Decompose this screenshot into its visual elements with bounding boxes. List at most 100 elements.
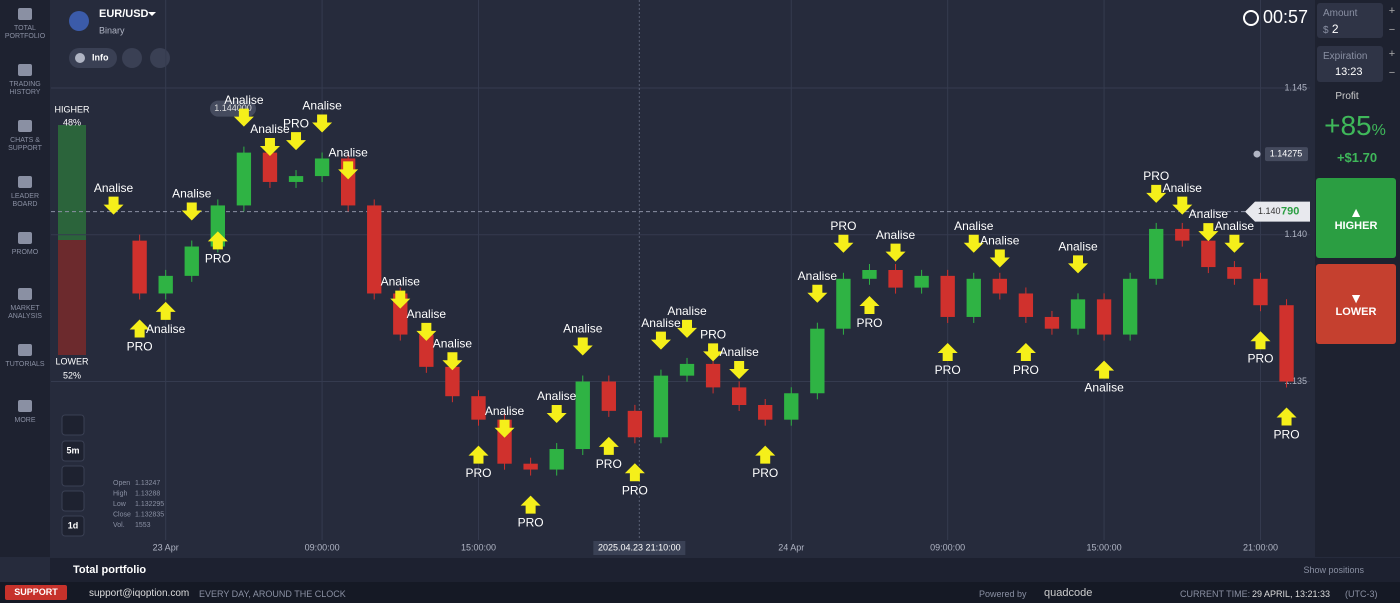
x-tick-label: 09:00:00 — [930, 542, 965, 552]
signal-label: PRO — [700, 328, 726, 342]
amount-plus[interactable]: + — [1388, 5, 1396, 17]
y-tick-label: 1.145 — [1284, 82, 1307, 92]
lower-label[interactable]: LOWER — [1335, 306, 1377, 318]
sidebar-item[interactable]: LEADER BOARD — [0, 176, 50, 209]
sidebar-item[interactable]: TUTORIALS — [0, 344, 50, 369]
support-email[interactable]: support@iqoption.com — [89, 588, 190, 599]
sidebar-label[interactable]: MORE — [14, 417, 36, 424]
signal-label: Analise — [1163, 181, 1203, 195]
tool-period[interactable] — [61, 515, 85, 537]
support-button[interactable]: SUPPORT — [5, 585, 67, 600]
sidebar-label[interactable]: HISTORY — [9, 89, 41, 96]
tool-timeframe[interactable] — [61, 440, 85, 462]
tool-draw[interactable] — [61, 465, 85, 487]
sidebar-label[interactable]: TOTAL — [14, 25, 36, 32]
price-marker: 1.144000 — [214, 103, 252, 113]
signal-label: Analise — [224, 93, 264, 107]
candle — [419, 334, 434, 367]
sidebar-label[interactable]: ANALYSIS — [8, 313, 42, 320]
candle — [314, 158, 330, 177]
amount-box[interactable]: Amount $ 2 — [1317, 3, 1383, 38]
signal-label: PRO — [596, 457, 622, 471]
tool-indicators[interactable] — [61, 490, 85, 512]
candle — [862, 270, 877, 279]
sidebar-label[interactable]: TUTORIALS — [5, 361, 45, 368]
signal-arrow — [129, 319, 150, 338]
sentiment-lower-label: LOWER — [55, 356, 89, 366]
sidebar-item[interactable]: CHATS & SUPPORT — [0, 120, 50, 153]
candle — [653, 375, 669, 438]
sidebar-label[interactable]: MARKET — [10, 305, 40, 312]
chart-bg — [50, 0, 1315, 557]
higher-button[interactable]: ▲ HIGHER — [1316, 178, 1396, 258]
show-positions[interactable]: Show positions — [1303, 565, 1364, 575]
y-tick-label: 1.140 — [1284, 229, 1307, 239]
signal-arrow — [650, 331, 671, 350]
ohlc-key: High — [113, 490, 128, 497]
amount-currency: $ — [1323, 25, 1329, 36]
signal-arrow — [937, 342, 958, 361]
signal-label: Analise — [980, 234, 1020, 248]
signal-label: PRO — [856, 316, 882, 330]
timer-icon — [1243, 10, 1259, 26]
signal-label: Analise — [667, 304, 707, 318]
sidebar-item[interactable]: TOTAL PORTFOLIO — [0, 8, 50, 41]
sidebar-label[interactable]: BOARD — [12, 201, 38, 208]
signal-label: Analise — [641, 316, 681, 330]
signal-arrow — [1068, 255, 1089, 274]
tool-label[interactable]: 1d — [68, 520, 79, 530]
candle — [575, 381, 590, 450]
signal-arrow — [1198, 223, 1219, 242]
sidebar-icon — [18, 64, 32, 76]
higher-label[interactable]: HIGHER — [1334, 220, 1378, 232]
bell-button[interactable] — [122, 48, 142, 68]
signal-arrow — [677, 319, 698, 338]
sidebar-label[interactable]: LEADER — [10, 193, 39, 200]
candle — [888, 270, 903, 288]
signal-arrow — [859, 296, 880, 314]
sidebar-label[interactable]: CHATS & — [10, 137, 40, 144]
sidebar-label[interactable]: SUPPORT — [8, 145, 42, 152]
expiration-box[interactable]: Expiration 13:23 — [1317, 46, 1383, 82]
profit-pct: +85% — [1315, 110, 1395, 142]
signal-label: PRO — [465, 466, 491, 480]
amount-minus[interactable]: − — [1388, 24, 1396, 36]
tool-candles[interactable] — [61, 414, 85, 436]
pair-dropdown[interactable] — [148, 12, 156, 16]
total-portfolio[interactable]: Total portfolio — [73, 564, 147, 576]
info-button[interactable] — [69, 48, 117, 68]
expiration-minus[interactable]: − — [1388, 67, 1396, 79]
signal-arrow — [546, 405, 567, 424]
sidebar-label[interactable]: PORTFOLIO — [4, 33, 46, 40]
signal-arrow — [1094, 360, 1115, 379]
signal-arrow — [598, 436, 619, 455]
signal-arrow — [833, 234, 854, 253]
pair[interactable]: EUR/USD — [99, 8, 149, 20]
ohlc-key: Close — [113, 511, 131, 518]
sentiment-higher-pct: 48% — [63, 117, 81, 127]
signal-arrow — [572, 337, 593, 356]
info-label[interactable]: Info — [92, 52, 109, 62]
sidebar-item[interactable]: MARKET ANALYSIS — [0, 288, 50, 321]
profit-pct-value: +85 — [1324, 110, 1372, 141]
sidebar-item[interactable]: PROMO — [0, 232, 50, 257]
signal-label: Analise — [94, 181, 134, 195]
timezone: (UTC-3) — [1345, 589, 1378, 599]
tool-label[interactable]: 5m — [66, 445, 79, 455]
signal-arrow — [286, 132, 307, 151]
sidebar-item[interactable]: MORE — [0, 400, 50, 425]
ohlc-key: Vol. — [113, 522, 125, 529]
signal-label: Analise — [485, 404, 525, 418]
sidebar-item[interactable]: TRADING HISTORY — [0, 64, 50, 97]
profit-pct-sign: % — [1371, 122, 1386, 139]
star-button[interactable] — [150, 48, 170, 68]
expiration-plus[interactable]: + — [1388, 48, 1396, 60]
signal-label: PRO — [935, 363, 961, 377]
pair-flag — [69, 11, 89, 31]
sidebar: TOTAL PORTFOLIO TRADING HISTORY CHATS & SUPPO… — [0, 0, 50, 557]
sidebar-label[interactable]: PROMO — [11, 249, 39, 256]
signal-label: Analise — [1215, 219, 1255, 233]
amount-value: 2 — [1331, 22, 1339, 36]
lower-button[interactable]: ▼ LOWER — [1316, 264, 1396, 344]
sidebar-label[interactable]: TRADING — [9, 81, 41, 88]
